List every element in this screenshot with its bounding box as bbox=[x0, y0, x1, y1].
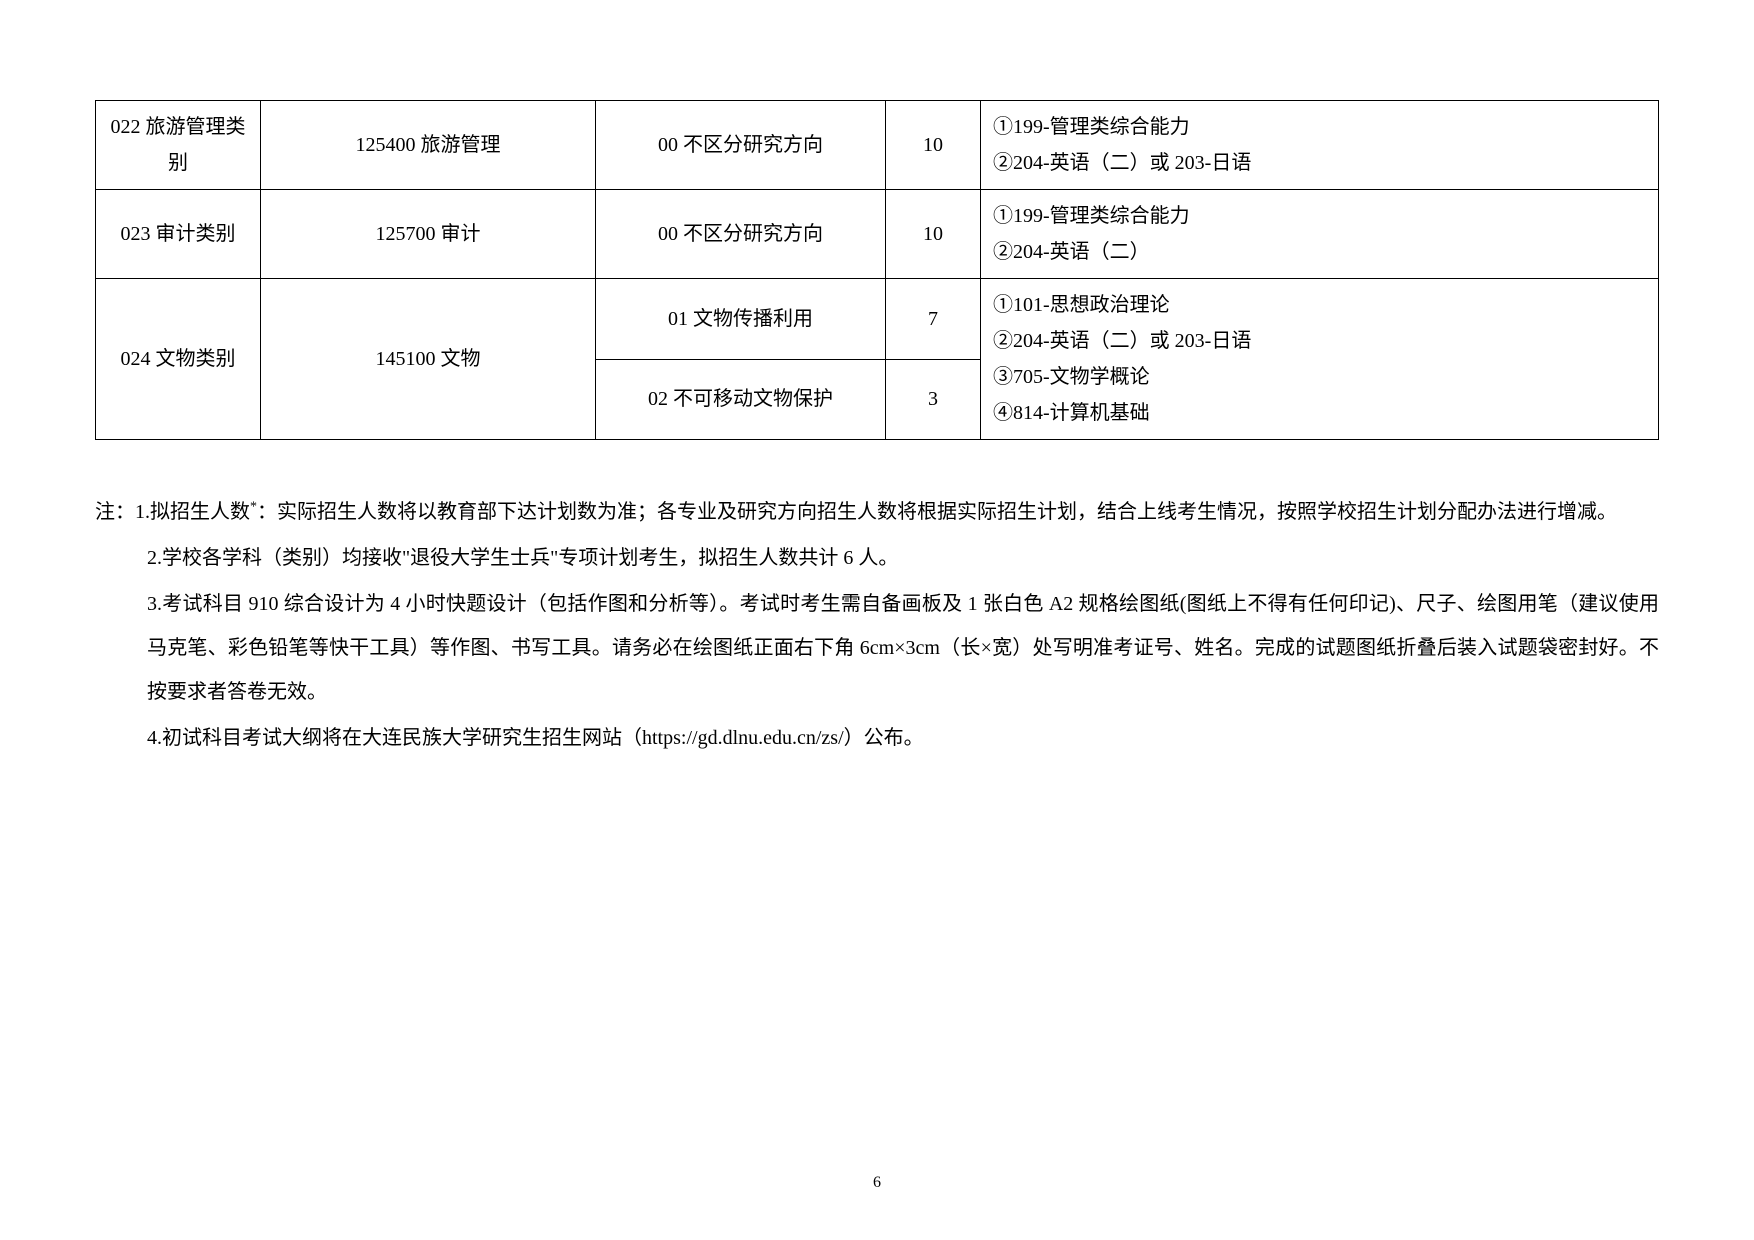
table-row: 022 旅游管理类别 125400 旅游管理 00 不区分研究方向 10 ①19… bbox=[96, 101, 1659, 190]
note-number: 1. bbox=[135, 501, 150, 523]
note-text-start: 拟招生人数 bbox=[150, 501, 250, 523]
subject-line: ②204-英语（二）或 203-日语 bbox=[993, 330, 1251, 352]
note-text: 初试科目考试大纲将在大连民族大学研究生招生网站（https://gd.dlnu.… bbox=[162, 727, 924, 749]
note-number: 2. bbox=[147, 547, 162, 569]
subject-line: ①199-管理类综合能力 bbox=[993, 205, 1190, 227]
note-text: 考试科目 910 综合设计为 4 小时快题设计（包括作图和分析等）。考试时考生需… bbox=[147, 593, 1659, 703]
note-item: 3.考试科目 910 综合设计为 4 小时快题设计（包括作图和分析等）。考试时考… bbox=[95, 582, 1659, 714]
subject-line: ③705-文物学概论 bbox=[993, 366, 1150, 388]
direction-cell: 02 不可移动文物保护 bbox=[596, 359, 886, 440]
category-cell: 024 文物类别 bbox=[96, 279, 261, 440]
count-cell: 10 bbox=[886, 190, 981, 279]
note-number: 3. bbox=[147, 593, 162, 615]
note-text-rest: ：实际招生人数将以教育部下达计划数为准；各专业及研究方向招生人数将根据实际招生计… bbox=[257, 501, 1617, 523]
count-cell: 10 bbox=[886, 101, 981, 190]
count-cell: 3 bbox=[886, 359, 981, 440]
page-number: 6 bbox=[873, 1174, 881, 1192]
note-prefix: 注： bbox=[95, 501, 135, 523]
count-cell: 7 bbox=[886, 279, 981, 360]
note-number: 4. bbox=[147, 727, 162, 749]
table-row: 023 审计类别 125700 审计 00 不区分研究方向 10 ①199-管理… bbox=[96, 190, 1659, 279]
subject-line: ④814-计算机基础 bbox=[993, 402, 1150, 424]
subject-line: ②204-英语（二） bbox=[993, 241, 1150, 263]
table-row: 024 文物类别 145100 文物 01 文物传播利用 7 ①101-思想政治… bbox=[96, 279, 1659, 360]
direction-cell: 00 不区分研究方向 bbox=[596, 101, 886, 190]
category-cell: 023 审计类别 bbox=[96, 190, 261, 279]
subject-line: ②204-英语（二）或 203-日语 bbox=[993, 152, 1251, 174]
subjects-cell: ①199-管理类综合能力 ②204-英语（二）或 203-日语 bbox=[981, 101, 1659, 190]
catalog-table: 022 旅游管理类别 125400 旅游管理 00 不区分研究方向 10 ①19… bbox=[95, 100, 1659, 440]
direction-cell: 00 不区分研究方向 bbox=[596, 190, 886, 279]
note-item: 2.学校各学科（类别）均接收"退役大学生士兵"专项计划考生，拟招生人数共计 6 … bbox=[95, 536, 1659, 580]
subject-line: ①101-思想政治理论 bbox=[993, 294, 1170, 316]
subjects-cell: ①199-管理类综合能力 ②204-英语（二） bbox=[981, 190, 1659, 279]
code-cell: 125400 旅游管理 bbox=[261, 101, 596, 190]
code-cell: 125700 审计 bbox=[261, 190, 596, 279]
note-text: 学校各学科（类别）均接收"退役大学生士兵"专项计划考生，拟招生人数共计 6 人。 bbox=[162, 547, 898, 569]
subjects-cell: ①101-思想政治理论 ②204-英语（二）或 203-日语 ③705-文物学概… bbox=[981, 279, 1659, 440]
subject-line: ①199-管理类综合能力 bbox=[993, 116, 1190, 138]
category-cell: 022 旅游管理类别 bbox=[96, 101, 261, 190]
note-superscript: * bbox=[250, 499, 257, 514]
note-item: 注：1.拟招生人数*：实际招生人数将以教育部下达计划数为准；各专业及研究方向招生… bbox=[95, 490, 1659, 534]
direction-cell: 01 文物传播利用 bbox=[596, 279, 886, 360]
notes-section: 注：1.拟招生人数*：实际招生人数将以教育部下达计划数为准；各专业及研究方向招生… bbox=[95, 490, 1659, 760]
code-cell: 145100 文物 bbox=[261, 279, 596, 440]
note-item: 4.初试科目考试大纲将在大连民族大学研究生招生网站（https://gd.dln… bbox=[95, 716, 1659, 760]
